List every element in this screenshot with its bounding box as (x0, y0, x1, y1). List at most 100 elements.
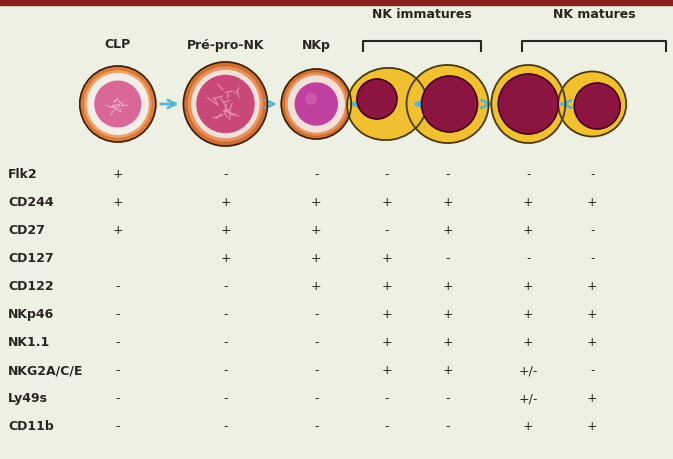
Text: +: + (523, 280, 534, 293)
Circle shape (295, 84, 337, 126)
Text: -: - (314, 392, 318, 405)
Circle shape (87, 74, 148, 135)
Text: +: + (523, 224, 534, 237)
Text: -: - (385, 224, 389, 237)
Text: -: - (223, 392, 227, 405)
Text: +: + (587, 336, 598, 349)
Text: +: + (311, 280, 322, 293)
Ellipse shape (558, 73, 627, 137)
Text: -: - (314, 336, 318, 349)
Text: +: + (311, 252, 322, 265)
Text: +: + (442, 336, 453, 349)
Text: +: + (311, 224, 322, 237)
Text: NK1.1: NK1.1 (8, 336, 50, 349)
Text: +: + (220, 196, 231, 209)
Circle shape (80, 67, 155, 143)
Text: -: - (446, 252, 450, 265)
Text: -: - (223, 364, 227, 377)
Text: +: + (382, 336, 392, 349)
Circle shape (498, 75, 559, 134)
Text: +: + (382, 196, 392, 209)
Circle shape (285, 74, 347, 135)
Text: -: - (223, 420, 227, 432)
Text: CLP: CLP (104, 39, 131, 51)
Text: +/-: +/- (519, 392, 538, 405)
Text: Ly49s: Ly49s (8, 392, 48, 405)
Text: -: - (385, 168, 389, 181)
Text: -: - (590, 168, 594, 181)
Text: -: - (116, 420, 120, 432)
Text: -: - (314, 420, 318, 432)
Circle shape (574, 84, 621, 130)
Text: -: - (116, 308, 120, 321)
Circle shape (421, 77, 478, 133)
Text: +: + (220, 224, 231, 237)
Circle shape (184, 63, 267, 147)
Text: -: - (526, 252, 530, 265)
Text: -: - (446, 168, 450, 181)
Text: -: - (446, 392, 450, 405)
Text: -: - (116, 280, 120, 293)
Text: CD127: CD127 (8, 252, 54, 265)
Text: +: + (382, 308, 392, 321)
Circle shape (306, 94, 316, 105)
Text: -: - (385, 392, 389, 405)
Text: -: - (314, 168, 318, 181)
Text: +: + (587, 280, 598, 293)
Circle shape (85, 72, 151, 138)
Text: -: - (116, 392, 120, 405)
Text: CD11b: CD11b (8, 420, 54, 432)
Text: NK immatures: NK immatures (372, 7, 472, 21)
Text: NKG2A/C/E: NKG2A/C/E (8, 364, 83, 377)
Text: +: + (523, 336, 534, 349)
Text: +: + (442, 196, 453, 209)
Circle shape (197, 76, 254, 133)
Text: +: + (587, 420, 598, 432)
Text: -: - (314, 364, 318, 377)
Text: CD27: CD27 (8, 224, 45, 237)
Text: +: + (382, 252, 392, 265)
Text: NK matures: NK matures (553, 7, 635, 21)
Text: -: - (223, 168, 227, 181)
Text: +: + (112, 224, 123, 237)
Text: -: - (590, 364, 594, 377)
Text: +: + (587, 392, 598, 405)
Text: Pré-pro-NK: Pré-pro-NK (186, 39, 264, 51)
Ellipse shape (406, 66, 489, 144)
Circle shape (192, 71, 259, 138)
Text: +: + (587, 196, 598, 209)
Bar (0, 0, 673, 6)
Text: -: - (314, 308, 318, 321)
Text: -: - (116, 364, 120, 377)
Text: NKp46: NKp46 (8, 308, 55, 321)
Text: -: - (446, 420, 450, 432)
Text: +: + (112, 196, 123, 209)
Text: -: - (526, 168, 530, 181)
Circle shape (95, 82, 141, 128)
Text: +: + (587, 308, 598, 321)
Text: +: + (523, 196, 534, 209)
Text: +: + (220, 252, 231, 265)
Text: +: + (382, 364, 392, 377)
Circle shape (288, 77, 345, 133)
Text: +: + (442, 308, 453, 321)
Text: NKp: NKp (302, 39, 330, 51)
Circle shape (357, 80, 397, 120)
Text: +: + (523, 308, 534, 321)
Text: +/-: +/- (519, 364, 538, 377)
Text: -: - (223, 336, 227, 349)
Text: -: - (385, 420, 389, 432)
Text: +: + (311, 196, 322, 209)
Text: -: - (223, 280, 227, 293)
Text: +: + (382, 280, 392, 293)
Ellipse shape (491, 66, 565, 144)
Text: -: - (590, 224, 594, 237)
Text: -: - (223, 308, 227, 321)
Text: +: + (523, 420, 534, 432)
Text: CD122: CD122 (8, 280, 54, 293)
Text: CD244: CD244 (8, 196, 54, 209)
Text: -: - (116, 336, 120, 349)
Text: +: + (442, 280, 453, 293)
Text: +: + (442, 224, 453, 237)
Text: Flk2: Flk2 (8, 168, 38, 181)
